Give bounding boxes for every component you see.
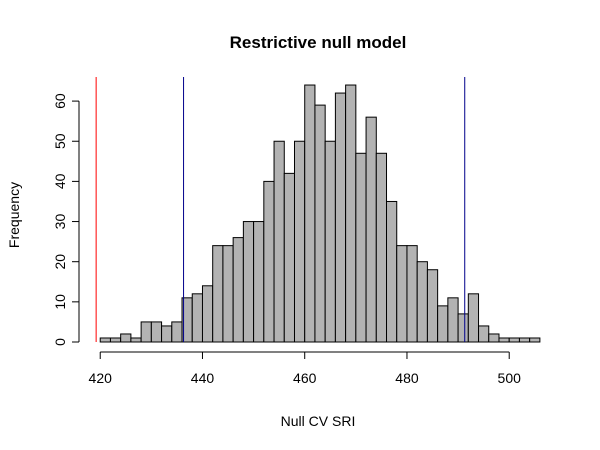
histogram-bar [120,333,132,343]
histogram-bar [334,92,347,343]
histogram-bar [406,245,418,343]
histogram-bar [99,337,111,343]
histogram-bar [222,245,234,343]
histogram-bar [355,152,367,343]
y-tick-label: 0 [52,338,68,346]
y-tick-label: 60 [52,93,68,109]
histogram-bar [365,116,377,343]
x-tick-label: 460 [293,370,317,386]
x-axis: 420 440 460 480 500 [89,351,522,386]
histogram-bar [345,84,357,343]
histogram-bar [426,269,439,343]
histogram-bar [498,337,510,343]
histogram-bar [416,261,428,343]
histogram-bar [212,245,224,343]
x-axis-label: Null CV SRI [281,413,356,429]
histogram-bar [293,140,306,343]
histogram-bar [447,297,459,343]
y-tick-label: 20 [52,254,68,270]
histogram-bar [201,285,214,343]
histogram-bar [232,237,244,343]
y-tick-label: 30 [52,214,68,230]
histogram-bar [375,152,388,343]
histogram-bar [488,333,500,343]
histogram-bar [529,337,541,343]
histogram-bar [324,140,336,343]
histogram-bar [467,293,480,343]
histogram-bar [191,293,203,343]
reference-lines [95,77,466,342]
histogram-bar [508,337,520,343]
y-tick-label: 40 [52,173,68,189]
histogram-bar [386,200,398,343]
histogram-bars [99,84,541,343]
x-tick-label: 420 [89,370,113,386]
histogram-bar [253,221,265,343]
histogram-bar [457,313,469,343]
histogram-bar [171,321,183,343]
y-tick-label: 50 [52,133,68,149]
histogram-bar [437,305,449,343]
histogram-bar [161,325,173,343]
histogram-bar [130,337,142,343]
histogram-bar [518,337,531,343]
histogram-bar [396,245,408,343]
histogram-bar [242,221,255,343]
histogram-bar [304,84,316,343]
histogram-bar [140,321,152,343]
x-tick-label: 480 [395,370,419,386]
y-axis: 0 10 20 30 40 50 60 [52,93,80,346]
histogram-bar [314,104,326,343]
histogram-bar [283,172,295,343]
histogram-bar [150,321,163,343]
y-axis-label: Frequency [6,182,22,248]
x-tick-label: 500 [498,370,522,386]
histogram-bar [273,140,285,343]
histogram-bar [263,180,275,343]
histogram-bar [109,337,122,343]
x-tick-label: 440 [191,370,215,386]
histogram-bar [478,325,490,343]
y-tick-label: 10 [52,294,68,310]
chart-title: Restrictive null model [230,33,407,52]
